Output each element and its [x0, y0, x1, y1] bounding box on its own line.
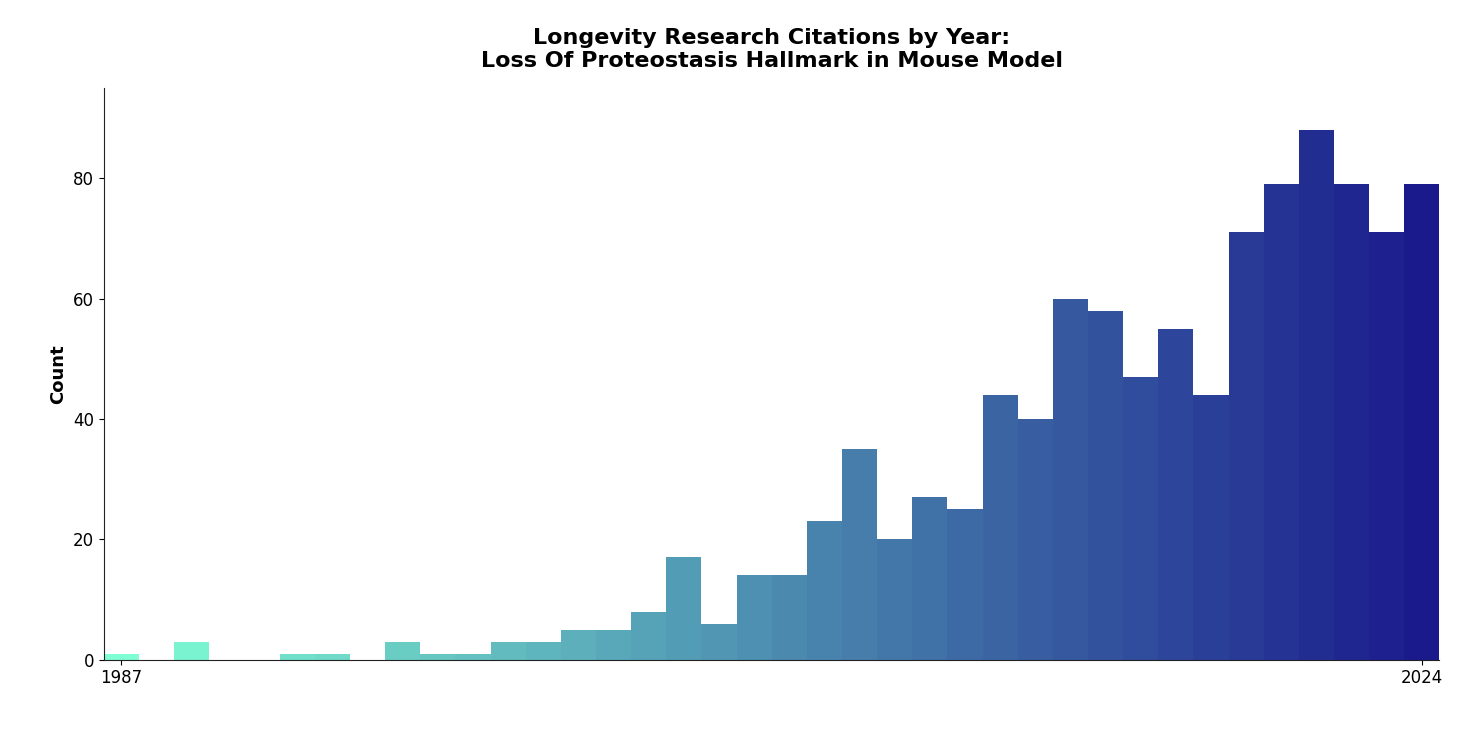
- Bar: [456, 654, 491, 660]
- Bar: [841, 449, 877, 660]
- Bar: [1088, 311, 1123, 660]
- Bar: [1334, 184, 1370, 660]
- Bar: [1018, 419, 1052, 660]
- Bar: [772, 575, 807, 660]
- Bar: [736, 575, 772, 660]
- Bar: [1159, 328, 1193, 660]
- Bar: [947, 509, 982, 660]
- Bar: [1298, 130, 1334, 660]
- Y-axis label: Count: Count: [49, 344, 67, 404]
- Bar: [807, 521, 841, 660]
- Bar: [597, 630, 631, 660]
- Bar: [1370, 232, 1404, 660]
- Bar: [525, 641, 561, 660]
- Bar: [384, 641, 420, 660]
- Bar: [1229, 232, 1264, 660]
- Bar: [982, 395, 1018, 660]
- Bar: [1123, 377, 1159, 660]
- Bar: [420, 654, 456, 660]
- Bar: [913, 497, 947, 660]
- Bar: [104, 654, 139, 660]
- Bar: [702, 624, 736, 660]
- Bar: [877, 539, 913, 660]
- Bar: [174, 641, 209, 660]
- Bar: [1404, 184, 1439, 660]
- Title: Longevity Research Citations by Year:
Loss Of Proteostasis Hallmark in Mouse Mod: Longevity Research Citations by Year: Lo…: [481, 28, 1063, 71]
- Bar: [315, 654, 350, 660]
- Bar: [279, 654, 315, 660]
- Bar: [666, 557, 702, 660]
- Bar: [1193, 395, 1229, 660]
- Bar: [1052, 298, 1088, 660]
- Bar: [561, 630, 597, 660]
- Bar: [491, 641, 525, 660]
- Bar: [1264, 184, 1298, 660]
- Bar: [631, 611, 666, 660]
